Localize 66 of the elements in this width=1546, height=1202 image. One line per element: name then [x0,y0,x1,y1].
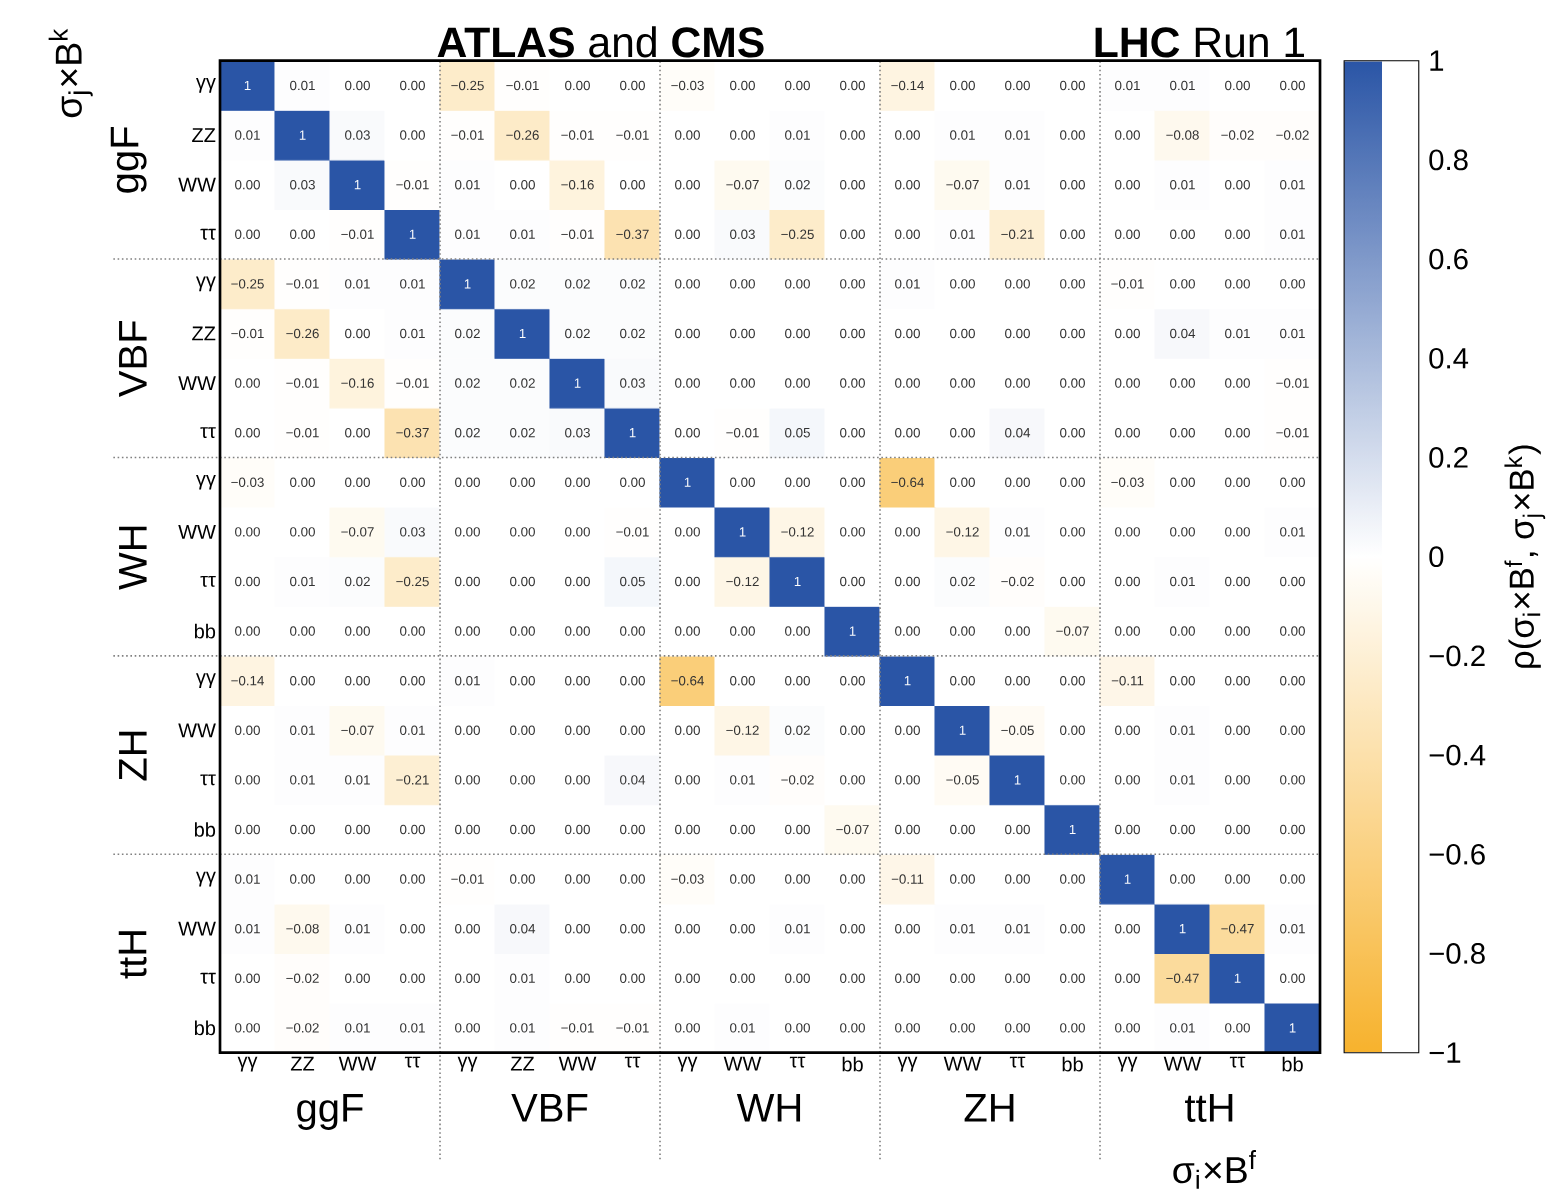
color-bar-label: −0.8 [1429,943,1485,964]
text: WH [736,1094,801,1122]
color-bar-label: 0.6 [1429,248,1468,270]
chart-subtitle: LHC Run 1 [1095,27,1304,58]
x-tick-label: γγ [897,1056,918,1072]
text: VBF [119,320,147,397]
text: VBF [511,1094,588,1122]
y-tick-label: ττ [200,228,216,240]
chart-title: ATLAS and CMS [437,26,764,58]
y-tick-label: bb [194,1020,216,1036]
x-tick-label: γγ [677,1056,698,1072]
y-tick-label: γγ [196,474,216,490]
y-tick-label: WW [178,376,216,390]
x-tick-label: ZZ [510,1056,535,1071]
color-bar-label: −1 [1429,1042,1461,1063]
y-tick-label: ττ [200,427,216,439]
y-axis-title: σ$_{j}$×B$^{k}$ [48,28,93,118]
x-tick-label: WW [558,1056,597,1071]
text: ZH [964,1094,1014,1122]
text: ttH [1185,1094,1233,1122]
color-bar-label: 0.8 [1429,149,1468,171]
x-tick-label: γγ [237,1056,258,1072]
y-tick-label: γγ [196,673,216,689]
color-bar-label: −0.6 [1429,843,1485,865]
color-bar-label: 1 [1430,50,1444,71]
y-tick-label: ττ [200,774,216,786]
y-tick-label: γγ [196,276,216,292]
color-bar-label: 0.2 [1429,447,1468,468]
color-bar-label: −0.4 [1429,744,1486,766]
text: WH [119,526,147,590]
y-tick-label: WW [178,723,216,738]
x-tick-label: γγ [457,1056,478,1072]
text: ρ(σ$_{i}$×B$^{f}$, σ$_{j}$×B$^{k}$) [1504,445,1546,668]
x-tick-label: ZZ [290,1056,315,1071]
y-tick-label: bb [194,623,216,639]
y-tick-label: γγ [196,78,216,93]
x-tick-label: bb [842,1056,863,1072]
y-tick-label: ZZ [192,326,216,341]
x-tick-label: ττ [404,1056,421,1068]
x-tick-label: bb [1282,1056,1303,1072]
x-tick-label: ττ [624,1056,641,1068]
color-bar-label: 0.4 [1429,347,1469,369]
text: ttH [118,931,147,979]
x-tick-label: ττ [1229,1056,1246,1068]
x-axis-title: σ$_{i}$×B$^{f}$ [1173,1150,1256,1189]
x-tick-label: bb [1062,1056,1083,1072]
y-tick-label: WW [178,177,216,192]
x-tick-label: WW [1163,1056,1202,1071]
y-tick-label: ZZ [192,128,216,142]
text: ggF [110,127,147,193]
x-tick-label: ττ [789,1056,806,1068]
x-tick-label: γγ [1117,1056,1138,1072]
color-bar-label: 0 [1429,546,1444,568]
x-tick-label: WW [943,1056,982,1071]
y-tick-label: bb [194,822,216,837]
y-tick-label: γγ [196,871,216,887]
y-tick-label: WW [178,524,216,539]
text: ggF [297,1094,363,1130]
x-tick-label: WW [338,1056,377,1071]
y-tick-label: WW [178,921,216,936]
x-tick-label: WW [723,1056,762,1071]
x-tick-label: ττ [1009,1056,1026,1068]
y-tick-label: ττ [200,972,216,984]
color-bar-label: −0.2 [1429,645,1485,667]
y-tick-label: ττ [200,576,216,587]
text: ZH [119,731,147,781]
